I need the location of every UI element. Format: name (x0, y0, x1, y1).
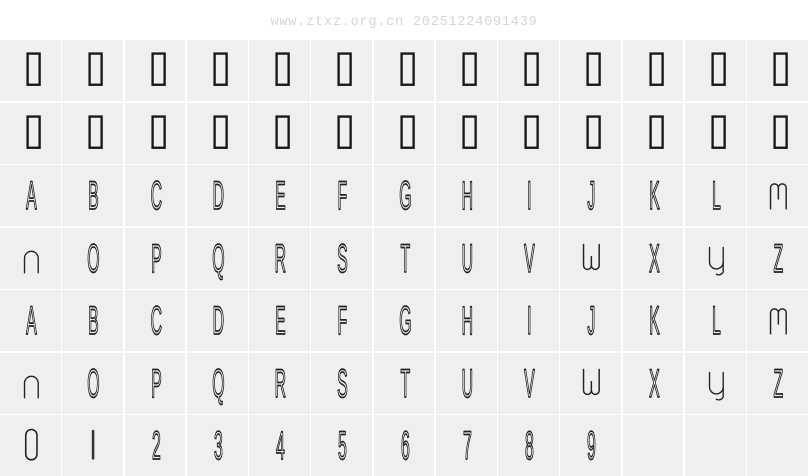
svg-text:B: B (88, 175, 99, 218)
svg-text:V: V (524, 363, 535, 406)
svg-text:Q: Q (212, 363, 224, 406)
svg-text:8: 8 (525, 425, 534, 468)
svg-text:P: P (151, 363, 162, 406)
svg-text:2: 2 (151, 425, 160, 468)
svg-text:R: R (275, 363, 286, 406)
svg-text:F: F (338, 175, 348, 218)
svg-text:I: I (527, 175, 531, 218)
svg-text:K: K (649, 175, 660, 218)
svg-text:C: C (150, 300, 161, 343)
svg-text:D: D (212, 175, 223, 218)
svg-text:J: J (588, 175, 596, 218)
svg-text:3: 3 (214, 425, 223, 468)
svg-text:H: H (462, 175, 473, 218)
svg-text:Q: Q (212, 238, 224, 281)
svg-text:L: L (712, 175, 721, 218)
svg-text:Z: Z (774, 238, 784, 281)
svg-text:T: T (400, 238, 410, 281)
svg-text:Z: Z (774, 363, 784, 406)
svg-text:A: A (26, 300, 37, 343)
svg-text:4: 4 (276, 425, 285, 468)
svg-text:S: S (337, 238, 348, 281)
svg-text:U: U (462, 238, 473, 281)
svg-text:P: P (151, 238, 162, 281)
svg-text:J: J (588, 300, 596, 343)
svg-text:V: V (524, 238, 535, 281)
svg-text:R: R (275, 238, 286, 281)
svg-text:G: G (399, 175, 411, 218)
svg-text:7: 7 (463, 425, 472, 468)
svg-text:O: O (87, 363, 99, 406)
svg-text:6: 6 (401, 425, 410, 468)
svg-text:G: G (399, 300, 411, 343)
svg-text:U: U (462, 363, 473, 406)
svg-text:C: C (150, 175, 161, 218)
svg-text:X: X (649, 238, 660, 281)
svg-text:B: B (88, 300, 99, 343)
svg-text:T: T (400, 363, 410, 406)
svg-text:O: O (87, 238, 99, 281)
svg-text:L: L (712, 300, 721, 343)
svg-text:9: 9 (587, 425, 596, 468)
svg-text:E: E (275, 175, 286, 218)
svg-text:D: D (212, 300, 223, 343)
svg-text:X: X (649, 363, 660, 406)
svg-text:H: H (462, 300, 473, 343)
svg-text:K: K (649, 300, 660, 343)
svg-text:S: S (337, 363, 348, 406)
svg-text:A: A (26, 175, 37, 218)
svg-text:F: F (338, 300, 348, 343)
svg-text:I: I (527, 300, 531, 343)
svg-text:E: E (275, 300, 286, 343)
svg-text:5: 5 (338, 425, 347, 468)
